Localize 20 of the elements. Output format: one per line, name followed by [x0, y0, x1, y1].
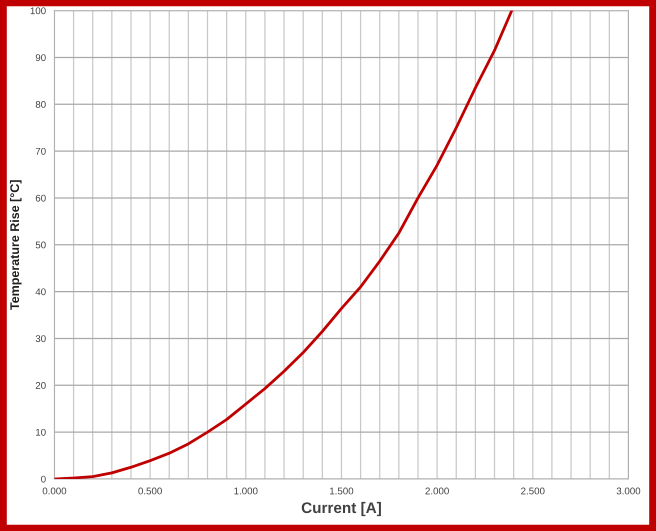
x-tick-label: 3.000	[616, 488, 640, 494]
x-tick-label: 2.000	[425, 488, 449, 494]
x-tick-label: 0.500	[138, 488, 162, 494]
y-tick-label: 60	[36, 194, 46, 202]
y-tick-label: 10	[36, 428, 46, 436]
y-tick-label: 50	[36, 242, 46, 248]
y-tick-label: 30	[36, 335, 46, 342]
x-tick-label: 1.000	[234, 488, 258, 494]
y-tick-label: 20	[36, 382, 46, 389]
x-tick-label: 1.500	[330, 488, 354, 494]
x-tick-label: 0.000	[42, 488, 66, 494]
x-axis-title: Current [A]	[302, 502, 381, 516]
y-tick-label: 80	[36, 101, 46, 108]
x-tick-label: 2.500	[521, 488, 545, 494]
y-tick-label: 40	[36, 288, 46, 296]
y-tick-label: 90	[36, 54, 46, 62]
y-tick-label: 0	[41, 476, 46, 483]
y-tick-label: 100	[30, 7, 46, 14]
y-axis-title: Temperature Rise [°C]	[10, 180, 22, 310]
y-tick-label: 70	[36, 148, 46, 155]
